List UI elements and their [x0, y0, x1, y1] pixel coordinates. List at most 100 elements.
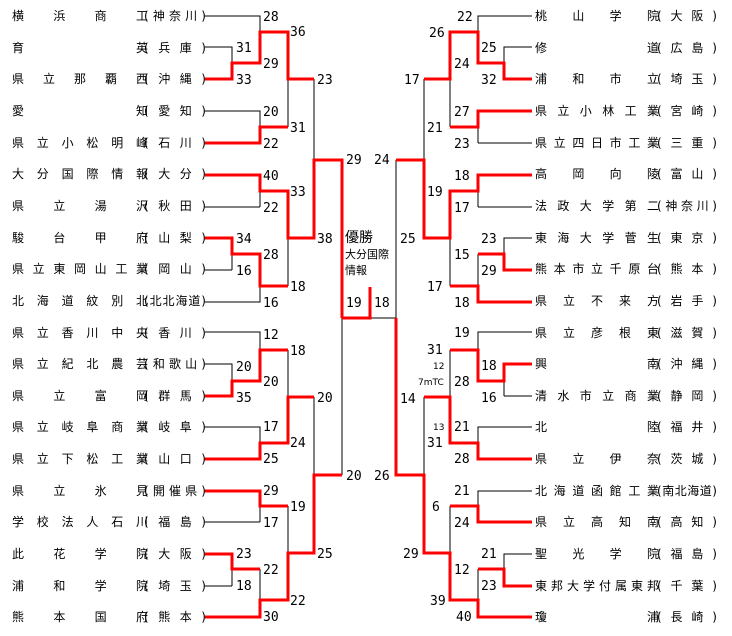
school-name: 桃山学院	[535, 9, 659, 23]
bracket-line	[477, 490, 532, 522]
score: 29	[346, 153, 362, 168]
score: 29	[403, 547, 419, 562]
score: 26	[374, 469, 390, 484]
bracket-line	[503, 363, 532, 396]
team-entry: 北海道紋別北 (北北海道)	[12, 293, 206, 309]
school-name: 清水市立商業	[535, 388, 659, 403]
winner-path	[478, 252, 532, 272]
team-entry: 県立富岡 (群馬)	[12, 388, 206, 404]
score: 21	[481, 547, 497, 562]
bracket-line	[477, 110, 532, 143]
prefecture: (長崎)	[657, 610, 717, 625]
score: 24	[454, 516, 470, 531]
team-entry: 熊本市立千原台 (熊本)	[535, 261, 717, 277]
team-entry: 高岡向陵 (富山)	[535, 166, 717, 182]
score: 14	[400, 392, 416, 407]
school-name: 修道	[535, 40, 659, 55]
score: 23	[481, 579, 497, 594]
score: 40	[456, 610, 472, 625]
bracket-line	[205, 110, 261, 143]
prefecture: (神奈川)	[144, 9, 206, 23]
school-name: 育英	[12, 40, 148, 55]
score: 17	[454, 201, 470, 216]
prefecture: (広島)	[657, 40, 717, 55]
score: 19	[346, 296, 362, 311]
score: 24	[374, 153, 390, 168]
prefecture: (山梨)	[144, 230, 206, 245]
prefecture: (三重)	[657, 135, 717, 150]
winner-path	[205, 395, 314, 461]
school-name: 県立岐阜商業	[12, 420, 148, 435]
score: 12	[454, 563, 470, 578]
team-entry: 育英 (兵庫)	[12, 40, 206, 56]
score: 20	[236, 360, 252, 375]
bracket-line	[205, 237, 233, 270]
prefecture: (石川)	[144, 135, 206, 150]
score: 22	[263, 563, 279, 578]
prefecture: (香川)	[144, 325, 206, 340]
prefecture: (沖縄)	[144, 72, 206, 87]
prefecture: (埼玉)	[144, 578, 206, 593]
score: 38	[317, 232, 333, 247]
prefecture: (茨城)	[657, 452, 717, 467]
prefecture: (大阪)	[657, 9, 717, 23]
school-name: 県立不来方	[535, 293, 659, 308]
winner-path	[394, 318, 532, 619]
school-name: 県立富岡	[12, 388, 148, 403]
prefecture: (富山)	[657, 167, 717, 182]
score: 18	[481, 359, 497, 374]
school-name: 県立那覇西	[12, 72, 148, 87]
winner-path	[205, 158, 344, 318]
score: 21	[454, 484, 470, 499]
score: 23	[236, 547, 252, 562]
school-name: 瓊浦	[535, 610, 659, 625]
winner-path	[450, 504, 532, 524]
score: 19	[290, 500, 306, 515]
prefecture: (大分)	[144, 167, 206, 182]
bracket-line	[205, 46, 233, 79]
bracket-line	[205, 426, 261, 459]
score: 18	[290, 344, 306, 359]
prefecture: (千葉)	[657, 578, 717, 593]
score: 29	[481, 264, 497, 279]
school-name: 県立氷見	[12, 483, 148, 498]
score: 20	[263, 375, 279, 390]
team-entry: 県立香川中央 (香川)	[12, 325, 206, 341]
school-name: 県立伊奈	[535, 452, 659, 467]
school-name: 学校法人石川	[12, 515, 148, 530]
score: 24	[454, 57, 470, 72]
team-entry: 大分国際情報 (大分)	[12, 166, 206, 182]
score: 18	[290, 280, 306, 295]
team-entry: 県立不来方 (岩手)	[535, 293, 717, 309]
bracket-line	[503, 237, 532, 270]
score: 17	[427, 280, 443, 295]
team-entry: 東海大学菅生 (東京)	[535, 230, 717, 246]
prefecture: (滋賀)	[657, 325, 717, 340]
prefecture: (神奈川)	[657, 198, 717, 213]
school-name: 県立四日市工業	[535, 135, 659, 150]
school-name: 熊本国府	[12, 610, 148, 625]
game-note: 12	[433, 362, 444, 372]
team-entry: 県立彦根東 (滋賀)	[535, 325, 717, 341]
prefecture: (大阪)	[144, 547, 206, 562]
school-name: 県立紀北農芸	[12, 357, 148, 372]
champion-path	[342, 287, 372, 320]
score: 12	[263, 328, 279, 343]
team-entry: 県立小松明峰 (石川)	[12, 135, 206, 151]
winner-path	[478, 567, 532, 588]
score: 22	[263, 137, 279, 152]
prefecture: (南北海道)	[657, 483, 717, 498]
team-entry: 駿台甲府 (山梨)	[12, 230, 206, 246]
score: 35	[236, 391, 252, 406]
score: 18	[236, 579, 252, 594]
score: 30	[263, 610, 279, 625]
score: 23	[481, 232, 497, 247]
school-name: 法政大学第二	[535, 198, 659, 213]
score: 18	[454, 169, 470, 184]
team-entry: 県立氷見 (開催県)	[12, 483, 206, 499]
score: 25	[263, 452, 279, 467]
school-name: 浦和市立	[535, 72, 659, 87]
team-entry: 県立小林工業 (宮崎)	[535, 103, 717, 119]
prefecture: (高知)	[657, 515, 717, 530]
